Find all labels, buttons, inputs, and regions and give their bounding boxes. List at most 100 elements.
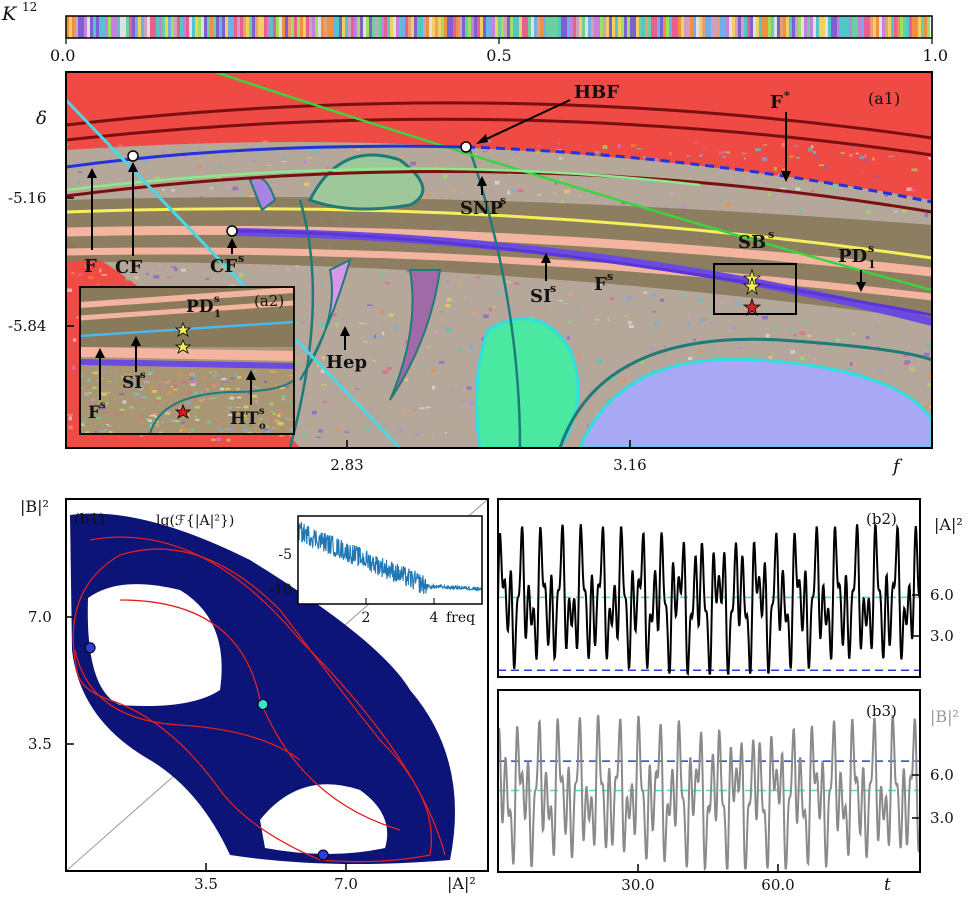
a2-speckle-dot <box>227 407 232 409</box>
cfs-curve <box>231 229 932 317</box>
colorbar-stripe <box>774 16 777 38</box>
colorbar-stripe <box>330 16 333 38</box>
colorbar-stripe <box>297 16 300 38</box>
colorbar-stripe <box>729 16 732 38</box>
label-pd1-sub: 1 <box>868 258 876 271</box>
pd1-line <box>66 207 932 260</box>
speckle-dot <box>707 314 711 319</box>
speckle-dot <box>718 301 725 304</box>
colorbar-stripe <box>408 16 411 38</box>
speckle-dot <box>718 199 722 201</box>
colorbar-stripe <box>672 16 675 38</box>
speckle-dot <box>494 291 501 294</box>
colorbar-stripe <box>231 16 234 38</box>
speckle-dot <box>643 291 648 294</box>
a2-speckle-dot <box>277 414 281 417</box>
speckle-dot <box>380 310 385 314</box>
a2-speckle-dot <box>215 384 220 386</box>
speckle-dot <box>457 282 462 285</box>
a2-arrowhead-fs <box>95 348 105 358</box>
colorbar-stripe <box>114 16 117 38</box>
a2-speckle-dot <box>104 405 107 408</box>
colorbar-tick-label: 0.0 <box>50 46 75 65</box>
speckle-dot <box>311 150 318 153</box>
colorbar-stripe <box>282 16 285 38</box>
speckle-dot <box>139 435 144 438</box>
colorbar-stripe <box>759 16 762 38</box>
a2-speckle-dot <box>182 427 188 431</box>
colorbar-stripe <box>447 16 450 38</box>
speckle-dot <box>611 377 616 382</box>
speckle-dot <box>642 155 646 159</box>
inset-xtick-label-1: 2 <box>362 610 371 626</box>
a1-arrowheads <box>87 134 866 336</box>
speckle-dot <box>316 364 321 368</box>
b2-frame <box>497 498 921 678</box>
speckle-dot <box>432 331 439 334</box>
a2-speckle-dot <box>120 410 124 413</box>
speckle-dot <box>686 155 691 157</box>
b2-ylabel: |A|² <box>934 515 963 534</box>
colorbar-stripe <box>126 16 129 38</box>
a2-speckle-dot <box>82 420 87 423</box>
speckle-dot <box>486 140 492 143</box>
colorbar-stripe <box>75 16 78 38</box>
colorbar-stripe <box>762 16 765 38</box>
b1-point <box>257 698 269 710</box>
speckle-dot <box>301 321 307 324</box>
speckle-dot <box>68 425 73 430</box>
a2-speckle-dot <box>221 378 227 381</box>
colorbar-stripe <box>249 16 252 38</box>
colorbar-stripe <box>591 16 594 38</box>
colorbar-stripe <box>357 16 360 38</box>
colorbar-stripe <box>123 16 126 38</box>
a2-speckle-dot <box>99 392 103 395</box>
colorbar-stripe <box>438 16 441 38</box>
a2-speckle-dot <box>156 396 162 400</box>
speckle-dot <box>844 337 849 341</box>
colorbar-stripe <box>927 16 930 38</box>
colorbar-stripe <box>858 16 861 38</box>
a2-speckle-dot <box>233 373 239 376</box>
speckle-dot <box>741 152 747 155</box>
colorbar-label-sup: 12 <box>22 0 37 14</box>
a2-speckle-dot <box>240 414 247 417</box>
speckle-dot <box>181 268 186 272</box>
colorbar-stripe <box>321 16 324 38</box>
colorbar-stripe <box>189 16 192 38</box>
speckle-dot <box>230 285 236 287</box>
colorbar-stripe <box>486 16 489 38</box>
colorbar-stripe <box>309 16 312 38</box>
speckle-dot <box>421 196 425 200</box>
colorbar-stripe <box>693 16 696 38</box>
speckle-dot <box>607 399 611 401</box>
b2-panel-label: (b2) <box>866 510 897 528</box>
colorbar-stripe <box>576 16 579 38</box>
speckle-dot <box>568 321 573 323</box>
a2-speckle-dot <box>125 374 131 376</box>
speckle-dot <box>366 304 373 307</box>
speckle-dot <box>441 310 444 313</box>
speckle-dot <box>295 268 301 270</box>
colorbar-stripe <box>171 16 174 38</box>
speckle-dot <box>636 148 642 150</box>
speckle-dot <box>717 151 724 155</box>
colorbar-stripe <box>396 16 399 38</box>
a2-speckle-dot <box>206 420 212 424</box>
speckle-dot <box>184 175 190 177</box>
speckle-dot <box>702 323 709 325</box>
a2-speckle-dot <box>155 398 159 402</box>
speckle-dot <box>295 264 300 267</box>
a1-panel-label: (a1) <box>868 89 900 108</box>
speckle-dot <box>653 322 660 326</box>
colorbar-stripe <box>627 16 630 38</box>
colorbar-stripe <box>435 16 438 38</box>
speckle-dot <box>224 275 229 277</box>
speckle-dot <box>687 323 691 327</box>
dark-arc-3 <box>66 170 932 214</box>
speckle-dot <box>568 292 574 297</box>
speckle-dot <box>442 175 448 179</box>
a2-speckle-dot <box>217 430 224 432</box>
speckle-dot <box>304 160 307 164</box>
colorbar-stripe <box>399 16 402 38</box>
